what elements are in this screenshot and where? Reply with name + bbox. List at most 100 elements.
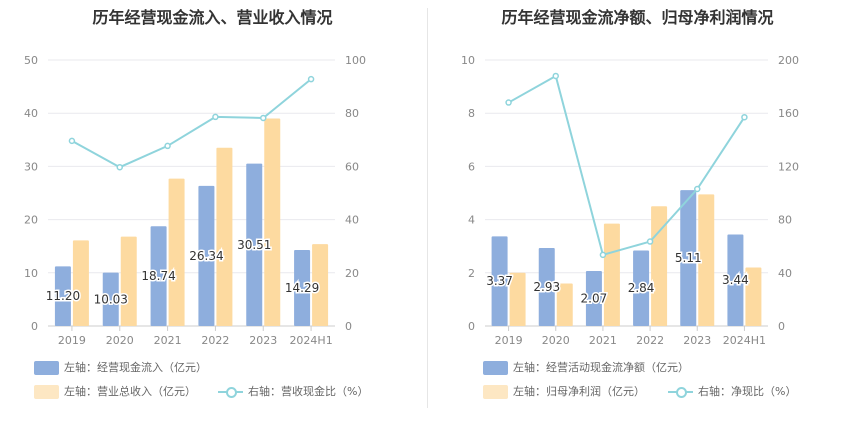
legend-label: 左轴：归母净利润（亿元） <box>513 385 645 398</box>
chart-plot: 0 2 4 6 8 10 0 40 80 120 160 200 2019 2020 2021 2022 202… <box>461 54 799 347</box>
data-label: 18.74 <box>141 269 175 283</box>
chart-title: 历年经营现金流净额、归母净利润情况 <box>501 8 774 27</box>
bar <box>312 244 329 326</box>
data-label: 2.93 <box>533 280 560 294</box>
y-left-tick-label: 4 <box>468 214 475 227</box>
series-line <box>508 74 746 257</box>
bar <box>54 266 71 326</box>
y-right-tick-label: 40 <box>345 214 359 227</box>
legend-label: 右轴：营收现金比（%） <box>248 385 369 398</box>
line-point <box>741 113 748 121</box>
bar <box>72 240 89 326</box>
chart-panel-net-cash: 历年经营现金流净额、归母净利润情况 0 2 4 6 8 10 0 40 80 120 160 200 2… <box>425 0 850 437</box>
bar <box>120 236 137 326</box>
legend-label: 左轴：营业总收入（亿元） <box>64 385 196 398</box>
y-right-tick-label: 20 <box>345 267 359 280</box>
legend-swatch-orange <box>34 385 59 399</box>
y-left-tick-label: 0 <box>31 320 38 333</box>
bar <box>556 283 573 326</box>
line-point <box>646 238 654 245</box>
chart-panel-cash-inflow: 历年经营现金流入、营业收入情况 0 10 20 30 40 50 0 20 40 60 80 100 2… <box>24 8 368 399</box>
legend-line-marker <box>218 385 243 399</box>
bar <box>102 272 119 326</box>
data-label: 2.07 <box>581 291 608 305</box>
y-left-tick-label: 2 <box>468 267 475 280</box>
y-right-tick-label: 100 <box>345 54 366 67</box>
legend-line-marker <box>668 385 693 399</box>
line-point <box>260 114 267 122</box>
x-tick-label: 2019 <box>58 334 86 347</box>
x-tick-label: 2020 <box>106 334 134 347</box>
bar <box>150 226 167 326</box>
bar <box>585 270 602 326</box>
data-label: 26.34 <box>189 249 223 263</box>
line-point <box>68 137 76 145</box>
y-right-tick-label: 80 <box>778 214 792 227</box>
panel-divider <box>427 8 428 408</box>
bar <box>491 236 508 326</box>
y-right-tick-label: 160 <box>778 107 799 120</box>
line-point <box>212 113 219 121</box>
x-tick-label: 2023 <box>683 334 711 347</box>
y-left-tick-label: 10 <box>461 54 475 67</box>
bar <box>246 163 263 326</box>
y-right-tick-label: 120 <box>778 160 799 173</box>
legend-item-revenue[interactable]: 左轴：营业总收入（亿元） <box>34 383 196 399</box>
y-left-tick-label: 8 <box>468 107 475 120</box>
bar <box>633 250 650 326</box>
bar <box>727 234 744 326</box>
y-right-tick-label: 0 <box>778 320 785 333</box>
bar <box>680 190 697 326</box>
y-right-tick-label: 200 <box>778 54 799 67</box>
y-left-tick-label: 40 <box>24 107 38 120</box>
data-label: 14.29 <box>285 281 319 295</box>
data-label: 11.20 <box>46 289 80 303</box>
bar <box>198 185 215 326</box>
bar <box>745 267 762 326</box>
legend-swatch-blue <box>483 361 508 375</box>
y-left-tick-label: 20 <box>24 214 38 227</box>
legend-swatch-orange <box>483 385 508 399</box>
x-tick-label: 2020 <box>542 334 570 347</box>
bar <box>509 272 526 326</box>
x-tick-label: 2022 <box>201 334 229 347</box>
x-tick-label: 2024H1 <box>723 334 766 347</box>
y-left-tick-label: 0 <box>468 320 475 333</box>
chart-title: 历年经营现金流入、营业收入情况 <box>92 8 333 27</box>
legend-item-cash-inflow[interactable]: 左轴：经营现金流入（亿元） <box>34 359 207 375</box>
bar <box>168 178 185 326</box>
y-right-tick-label: 80 <box>345 107 359 120</box>
bar <box>294 249 311 326</box>
legend-item-net-profit[interactable]: 左轴：归母净利润（亿元） <box>483 383 645 399</box>
x-tick-label: 2021 <box>589 334 617 347</box>
x-tick-label: 2023 <box>249 334 277 347</box>
bar <box>603 223 620 326</box>
y-left-tick-label: 30 <box>24 160 38 173</box>
line-point <box>116 163 123 171</box>
legend-item-net-cash-ratio[interactable]: 右轴：净现比（%） <box>668 383 796 399</box>
bar <box>698 194 715 326</box>
x-tick-label: 2021 <box>154 334 182 347</box>
series-line <box>71 78 312 169</box>
line-point <box>599 251 607 259</box>
y-left-tick-label: 6 <box>468 160 475 173</box>
data-label: 3.37 <box>486 274 513 288</box>
y-right-tick-label: 0 <box>345 320 352 333</box>
data-label: 10.03 <box>94 292 128 306</box>
data-label: 2.84 <box>628 281 655 295</box>
bar <box>264 118 281 327</box>
line-point <box>505 99 512 106</box>
y-left-tick-label: 50 <box>24 54 38 67</box>
line-point <box>164 142 171 150</box>
chart-plot: 0 10 20 30 40 50 0 20 40 60 80 100 2019 2020 2021 2022 2… <box>24 54 366 347</box>
data-label: 5.11 <box>675 251 702 265</box>
legend-swatch-blue <box>34 361 59 375</box>
x-tick-label: 2022 <box>636 334 664 347</box>
legend-label: 左轴：经营现金流入（亿元） <box>64 361 207 374</box>
x-tick-label: 2019 <box>495 334 523 347</box>
legend-item-cash-ratio[interactable]: 右轴：营收现金比（%） <box>218 383 368 399</box>
y-left-tick-label: 10 <box>24 267 38 280</box>
line-point <box>307 75 315 83</box>
y-right-tick-label: 60 <box>345 160 359 173</box>
legend-item-net-cash[interactable]: 左轴：经营活动现金流净额（亿元） <box>483 359 689 375</box>
